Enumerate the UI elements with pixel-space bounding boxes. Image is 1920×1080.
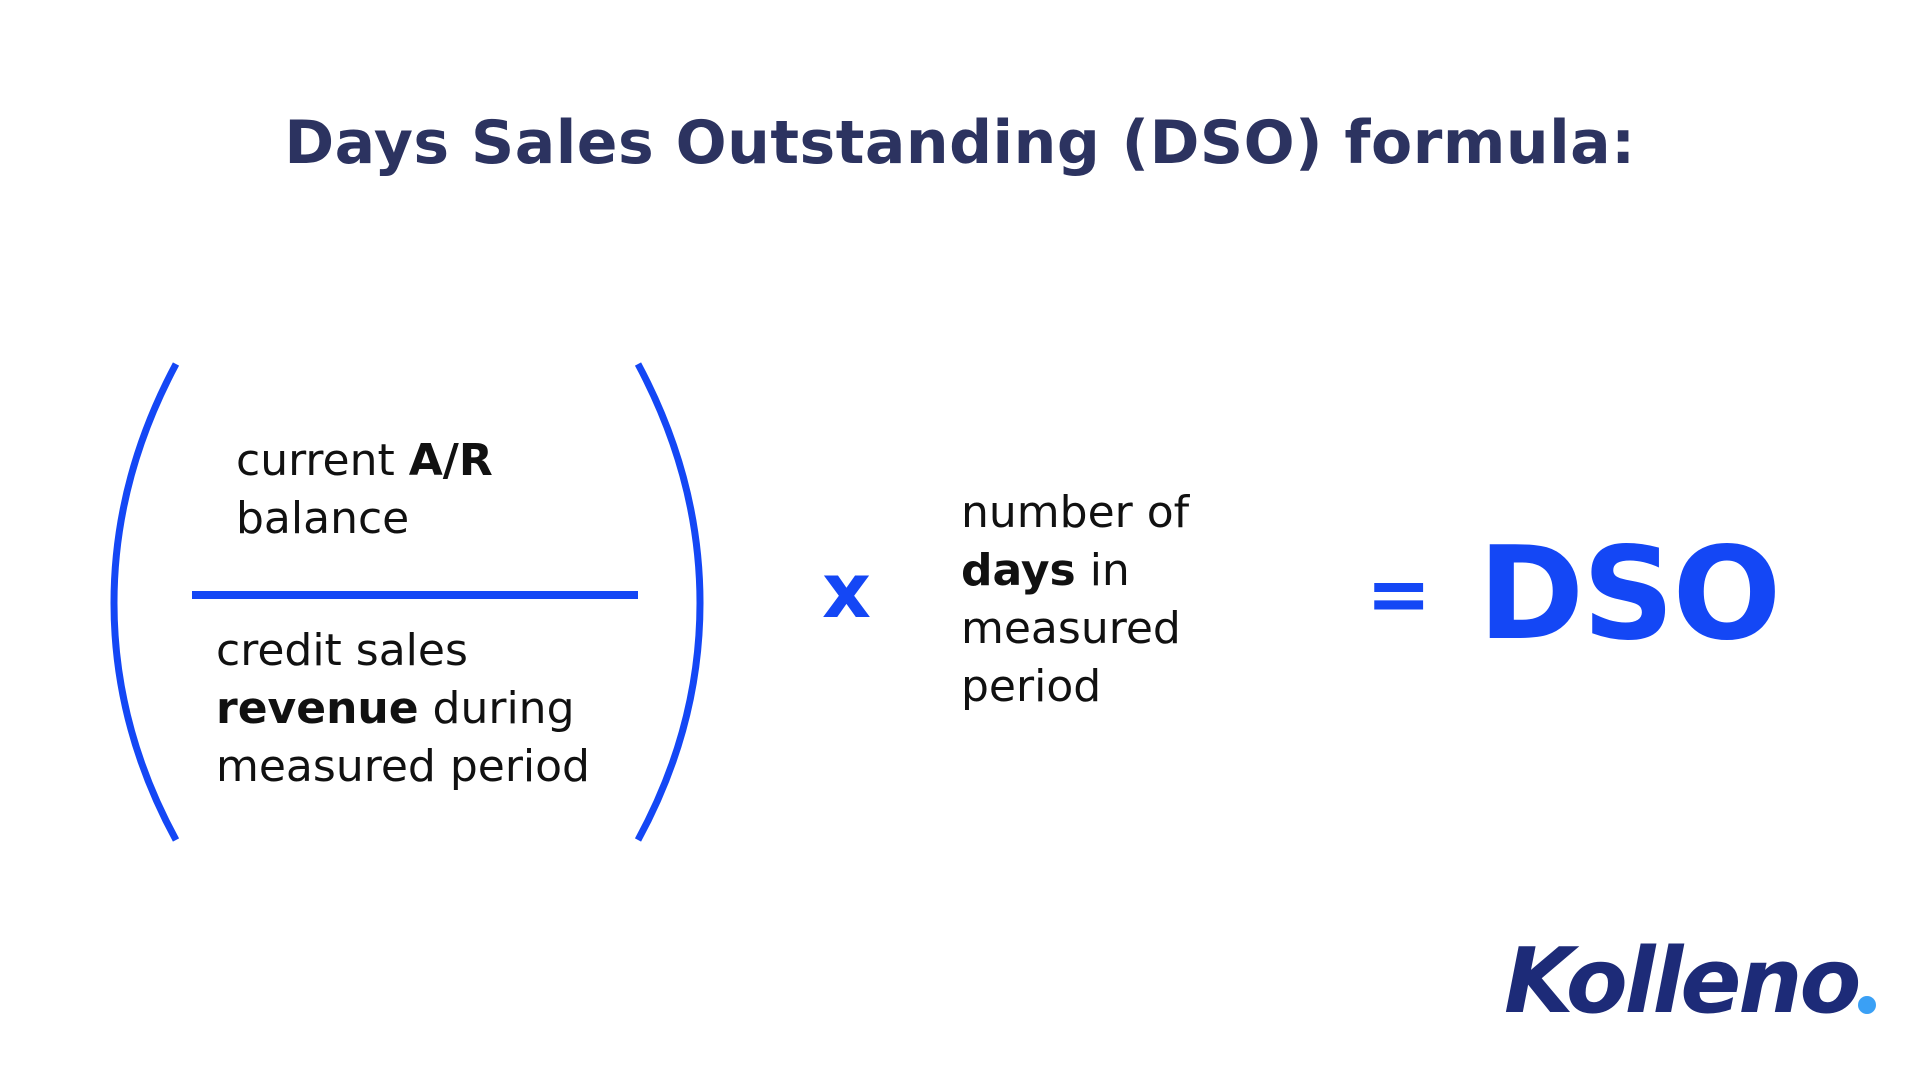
- right-parenthesis: [634, 362, 704, 842]
- denominator-bold: revenue: [216, 683, 419, 734]
- multiplier-line4: period: [961, 661, 1102, 712]
- numerator: current A/R balance: [236, 432, 493, 548]
- result-dso: DSO: [1478, 520, 1781, 669]
- logo-dot: [1858, 996, 1876, 1014]
- multiplier: number of days in measured period: [961, 484, 1189, 716]
- fraction-bar: [192, 591, 638, 599]
- numerator-text: current: [236, 435, 409, 486]
- multiplier-line2: in: [1075, 545, 1130, 596]
- left-parenthesis: [110, 362, 180, 842]
- denominator-line2: during: [418, 683, 575, 734]
- denominator-line3: measured period: [216, 741, 590, 792]
- numerator-line2: balance: [236, 493, 410, 544]
- multiplier-bold: days: [961, 545, 1076, 596]
- denominator-line1: credit sales: [216, 625, 468, 676]
- kolleno-logo: Kolleno: [1504, 930, 1876, 1030]
- equals-operator: =: [1366, 550, 1432, 640]
- svg-text:Kolleno: Kolleno: [1504, 930, 1858, 1030]
- page-title: Days Sales Outstanding (DSO) formula:: [284, 108, 1636, 178]
- denominator: credit sales revenue during measured per…: [216, 622, 590, 796]
- multiplier-line1: number of: [961, 487, 1190, 538]
- multiply-operator: x: [822, 546, 872, 635]
- multiplier-line3: measured: [961, 603, 1181, 654]
- numerator-bold: A/R: [408, 435, 493, 486]
